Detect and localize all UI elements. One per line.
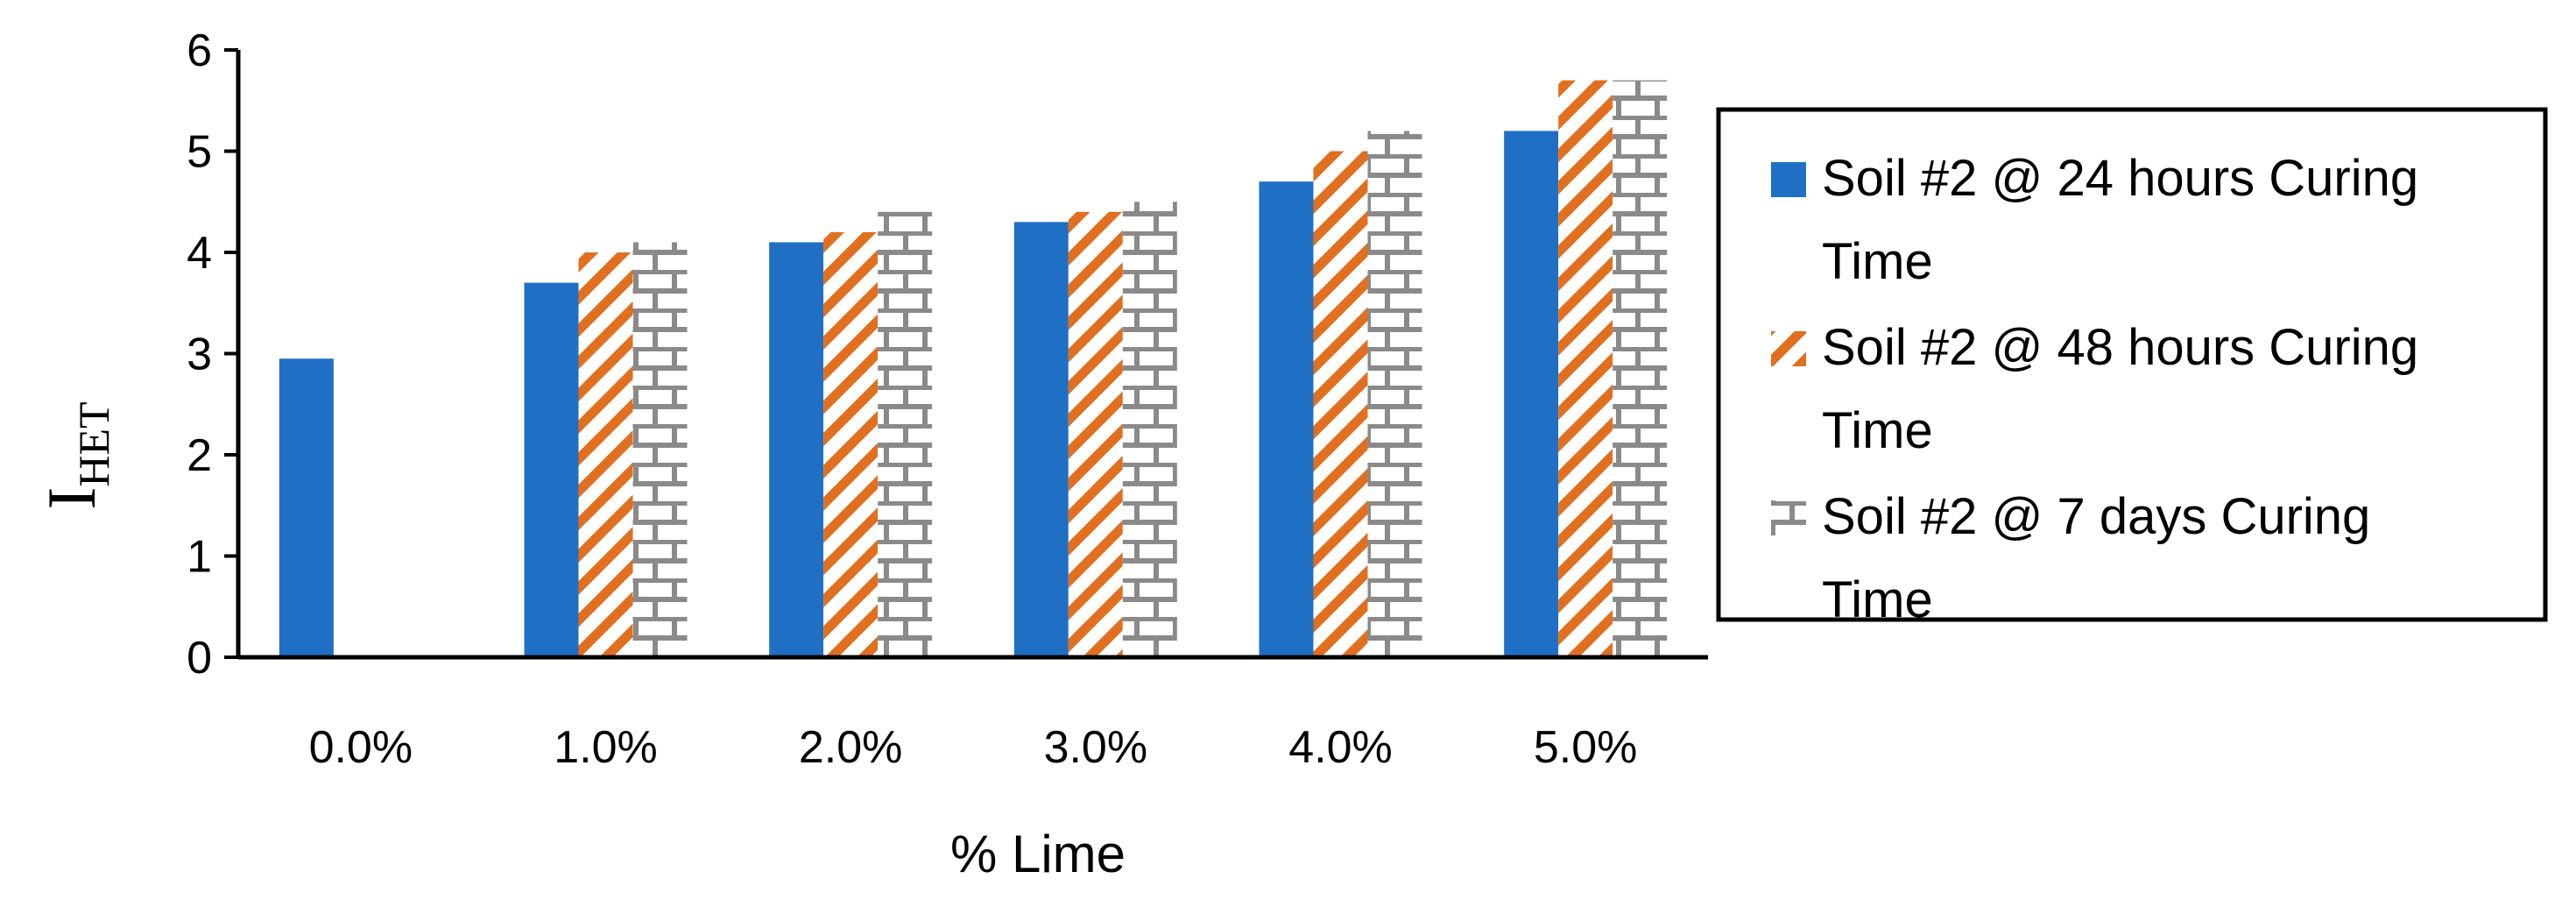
bar-solid-5	[1504, 131, 1559, 657]
legend-label: Soil #2 @ 24 hours Curing Time	[1822, 150, 2418, 290]
y-axis: 0 1 2 3 4 5 6	[187, 25, 241, 684]
x-tick-label: 4.0%	[1288, 722, 1393, 773]
y-axis-title-subscript: HET	[69, 401, 118, 486]
legend-swatch-diagonal-stripes	[1771, 331, 1806, 366]
bar-diagonal-stripes-1	[578, 252, 633, 657]
y-tick-label: 3	[187, 330, 212, 380]
x-tick-label: 2.0%	[799, 722, 903, 773]
legend: Soil #2 @ 24 hours Curing Time Soil #2 @ 4…	[1716, 107, 2548, 628]
x-tick-label: 5.0%	[1534, 722, 1638, 773]
legend-label: Soil #2 @ 48 hours Curing Time	[1822, 319, 2418, 459]
y-axis-title: IHET	[33, 401, 118, 509]
x-tick-label: 1.0%	[554, 722, 658, 773]
x-tick-label: 3.0%	[1044, 722, 1148, 773]
bar-brick-4	[1367, 131, 1422, 657]
y-tick-label: 6	[187, 25, 212, 76]
legend-swatch-solid	[1771, 162, 1806, 197]
x-axis-title: % Lime	[950, 825, 1126, 883]
legend-swatch-brick	[1771, 500, 1806, 535]
bar-solid-2	[769, 242, 824, 657]
bar-solid-3	[1013, 222, 1069, 657]
bar-brick-5	[1613, 80, 1668, 657]
y-axis-title-main: I	[33, 487, 109, 510]
legend-label: Soil #2 @ 7 days Curing Time	[1822, 488, 2370, 628]
y-tick-label: 4	[187, 228, 212, 279]
y-tick-label: 0	[187, 633, 212, 684]
bar-brick-2	[878, 211, 933, 658]
bar-solid-0	[279, 358, 334, 657]
y-tick-label: 1	[187, 532, 212, 583]
plot-area	[279, 80, 1668, 658]
legend-box	[1716, 107, 2548, 622]
bar-diagonal-stripes-2	[823, 231, 879, 657]
bar-solid-1	[524, 282, 579, 657]
bar-diagonal-stripes-5	[1558, 80, 1613, 657]
y-tick-label: 5	[187, 127, 212, 178]
bar-brick-3	[1122, 202, 1177, 657]
bar-brick-1	[632, 242, 688, 657]
bar-diagonal-stripes-4	[1313, 151, 1368, 657]
bar-solid-4	[1259, 181, 1314, 657]
y-tick-label: 2	[187, 430, 212, 481]
bar-diagonal-stripes-3	[1068, 211, 1123, 658]
x-tick-label: 0.0%	[309, 722, 413, 773]
x-axis: 0.0% 1.0% 2.0% 3.0% 4.0% 5.0%	[238, 655, 1708, 773]
